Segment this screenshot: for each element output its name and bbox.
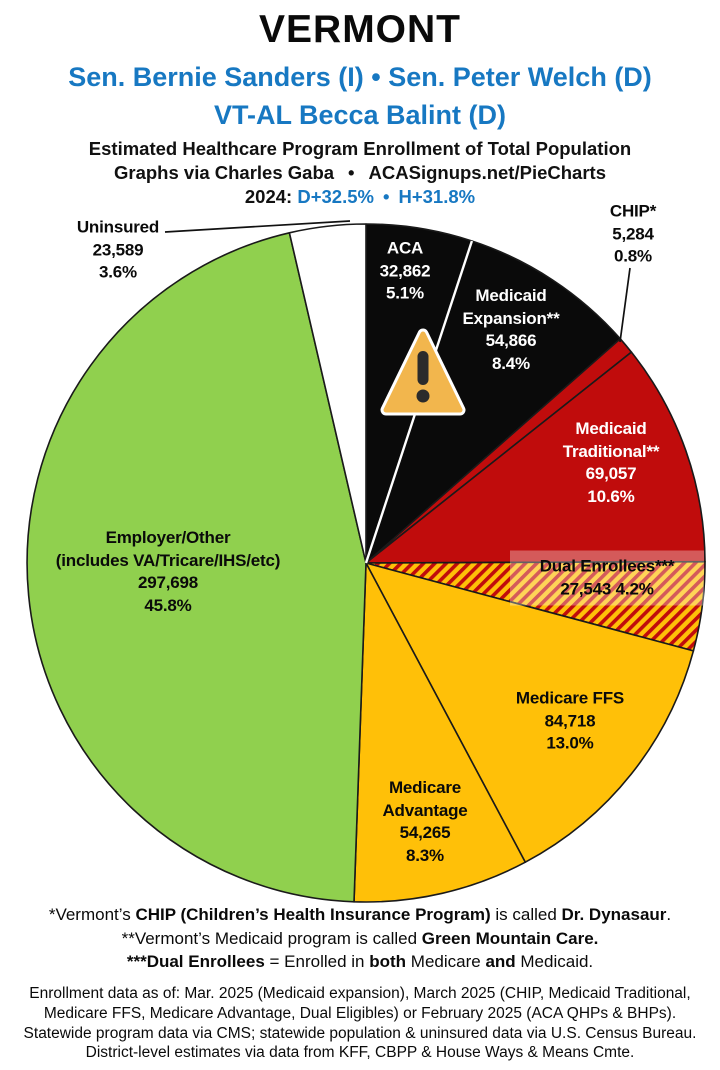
slice-label-dual-enrollees: Dual Enrollees*** 27,543 4.2% [510,550,704,606]
senators-line: Sen. Bernie Sanders (I) • Sen. Peter Wel… [0,60,720,95]
partisan-d-value: D+32.5% [297,186,374,207]
credit-site: ACASignups.net/PieCharts [368,162,606,183]
partisan-bullet-icon: • [382,186,390,207]
representative-line: VT-AL Becca Balint (D) [0,98,720,133]
footnote-segment: Green Mountain Care. [421,928,599,948]
footnote-dual: ***Dual Enrollees = Enrolled in both Med… [0,950,720,974]
credit-author: Graphs via Charles Gaba [114,162,335,183]
pie-slice-medicaid-traditional [365,351,706,564]
pie-slice-medicaid-expansion [365,240,622,564]
footnote-segment: **Vermont’s Medicaid program is called [121,928,422,948]
footnote-segment: ***Dual Enrollees [126,952,265,971]
footnote-segment: Dr. Dynasaur [561,905,667,924]
slice-label-medicare-advantage: Medicare Advantage 54,265 8.3% [382,778,468,865]
footnote-segment: = Enrolled in [264,952,370,971]
warning-icon [380,328,466,416]
source-note: Enrollment data as of: Mar. 2025 (Medica… [23,985,697,1062]
partisan-year: 2024: [244,186,293,207]
footnote-chip: *Vermont’s CHIP (Children’s Health Insur… [0,903,720,927]
leader-line-chip [619,267,631,343]
slice-label-aca: ACA 32,862 5.1% [379,238,431,303]
representative-text: VT-AL Becca Balint (D) [213,100,507,130]
slice-label-medicaid-traditional: Medicaid Traditional** 69,057 10.6% [562,419,660,506]
pie-slice-medicare-ffs [365,562,695,863]
footnote-segment: Medicaid. [515,952,594,971]
footnote-segment: *Vermont’s [48,905,136,924]
footnote-segment: is called [490,905,562,924]
footnote-segment: both [369,952,407,971]
credit-bullet-icon: • [348,162,355,183]
footnote-segment: . [666,905,672,924]
partisan-h-value: H+31.8% [398,186,476,207]
footnote-segment: CHIP (Children’s Health Insurance Progra… [135,905,491,924]
credit-line: Graphs via Charles Gaba • ACASignups.net/P… [0,161,720,185]
slice-label-medicare-ffs: Medicare FFS 84,718 13.0% [515,688,625,753]
pie-slice-medicare-advantage [353,562,527,903]
footnote-segment: and [485,952,516,971]
partisan-lean-line: 2024: D+32.5% • H+31.8% [0,185,720,209]
footnote-segment: Medicare [406,952,486,971]
footnote-medicaid: **Vermont’s Medicaid program is called G… [0,927,720,951]
senators-text: Sen. Bernie Sanders (I) • Sen. Peter Wel… [68,62,652,92]
slice-label-employer-other: Employer/Other (includes VA/Tricare/IHS/… [55,528,281,615]
slice-label-uninsured: Uninsured 23,589 3.6% [76,217,160,282]
leader-line-uninsured [164,220,351,233]
state-title: VERMONT [259,8,461,51]
slice-label-medicaid-expansion: Medicaid Expansion** 54,866 8.4% [462,286,560,373]
pie-slice-uninsured [288,223,367,564]
chart-subtitle: Estimated Healthcare Program Enrollment … [88,138,632,159]
slice-label-chip: CHIP* 5,284 0.8% [609,201,657,266]
pie-slice-employer-other [26,232,367,903]
